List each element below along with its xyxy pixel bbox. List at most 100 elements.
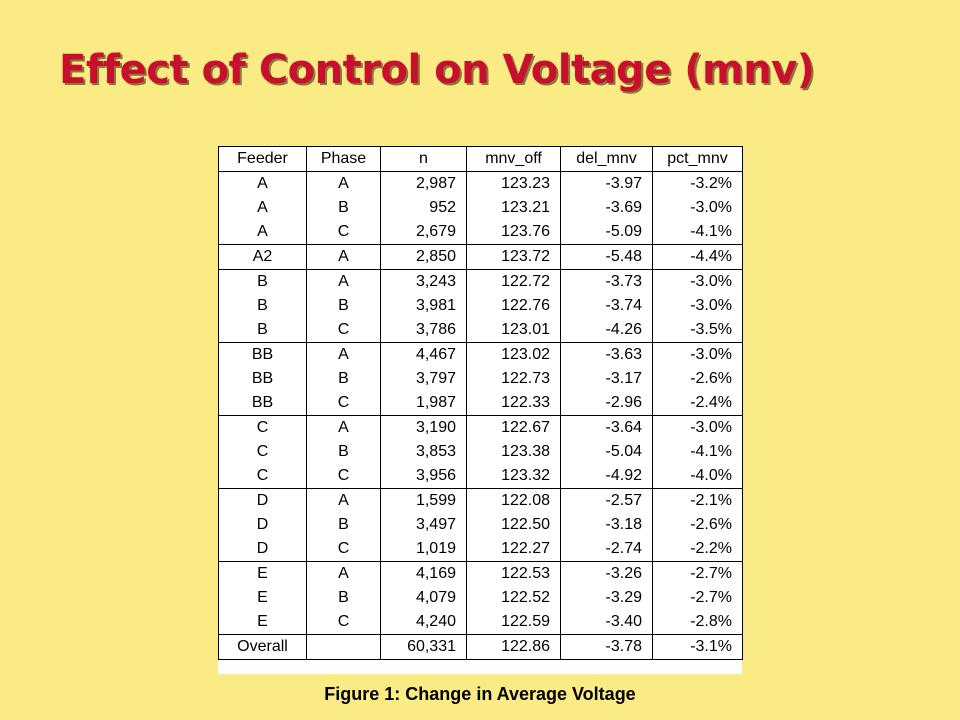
table-row: E C 4,240 122.59 -3.40 -2.8% xyxy=(218,610,743,635)
cell-feeder: D xyxy=(218,513,307,537)
cell-pct-mnv: -3.0% xyxy=(652,294,743,318)
cell-feeder: BB xyxy=(218,342,307,367)
cell-n: 3,243 xyxy=(380,269,467,294)
cell-phase: C xyxy=(306,391,381,416)
cell-phase: A xyxy=(306,488,381,513)
cell-n: 2,679 xyxy=(380,220,467,245)
header-pct-mnv: pct_mnv xyxy=(652,146,743,172)
cell-phase: A xyxy=(306,561,381,586)
cell-del-mnv: -3.78 xyxy=(560,634,653,660)
table-body: A A 2,987 123.23 -3.97 -3.2% A B 952 123.21 -3.69-… xyxy=(218,171,743,660)
cell-feeder: B xyxy=(218,294,307,318)
table-row: C B 3,853 123.38 -5.04 -4.1% xyxy=(218,440,743,464)
cell-pct-mnv: -2.8% xyxy=(652,610,743,635)
cell-mnv-off: 123.23 xyxy=(466,171,561,196)
cell-del-mnv: -5.04 xyxy=(560,440,653,464)
cell-mnv-off: 122.59 xyxy=(466,610,561,635)
cell-pct-mnv: -2.7% xyxy=(652,586,743,610)
cell-feeder: BB xyxy=(218,367,307,391)
cell-phase: C xyxy=(306,610,381,635)
cell-feeder: A xyxy=(218,196,307,220)
cell-mnv-off: 122.86 xyxy=(466,634,561,660)
cell-n: 60,331 xyxy=(380,634,467,660)
cell-mnv-off: 122.76 xyxy=(466,294,561,318)
cell-del-mnv: -2.96 xyxy=(560,391,653,416)
table-row: B A 3,243 122.72 -3.73 -3.0% xyxy=(218,269,743,294)
cell-phase: B xyxy=(306,440,381,464)
cell-phase: A xyxy=(306,171,381,196)
table-row: Overall 60,331 122.86 -3.78 -3.1% xyxy=(218,634,743,660)
cell-pct-mnv: -3.5% xyxy=(652,318,743,343)
cell-n: 3,797 xyxy=(380,367,467,391)
cell-phase: B xyxy=(306,586,381,610)
cell-pct-mnv: -2.7% xyxy=(652,561,743,586)
cell-phase: A xyxy=(306,342,381,367)
cell-n: 3,497 xyxy=(380,513,467,537)
table-row: E A 4,169 122.53 -3.26 -2.7% xyxy=(218,561,743,586)
table-row: A B 952 123.21 -3.69 -3.0% xyxy=(218,196,743,220)
data-table-container: Feeder Phase n mnv_off del_mnv pct_mnv A… xyxy=(218,146,743,674)
cell-feeder: B xyxy=(218,318,307,343)
cell-n: 3,981 xyxy=(380,294,467,318)
table-row: B B 3,981 122.76 -3.74 -3.0% xyxy=(218,294,743,318)
cell-del-mnv: -3.17 xyxy=(560,367,653,391)
table-row: A2 A 2,850 123.72 -5.48 -4.4% xyxy=(218,244,743,270)
cell-mnv-off: 122.27 xyxy=(466,537,561,562)
cell-phase: B xyxy=(306,513,381,537)
cell-mnv-off: 122.50 xyxy=(466,513,561,537)
table-row: BB C 1,987 122.33 -2.96 -2.4% xyxy=(218,391,743,416)
cell-feeder: Overall xyxy=(218,634,307,660)
cell-n: 2,850 xyxy=(380,244,467,270)
header-mnv-off: mnv_off xyxy=(466,146,561,172)
cell-mnv-off: 122.53 xyxy=(466,561,561,586)
table-row: A A 2,987 123.23 -3.97 -3.2% xyxy=(218,171,743,196)
cell-phase: C xyxy=(306,464,381,489)
table-header-row: Feeder Phase n mnv_off del_mnv pct_mnv xyxy=(218,146,743,172)
cell-del-mnv: -3.29 xyxy=(560,586,653,610)
cell-mnv-off: 123.32 xyxy=(466,464,561,489)
cell-n: 4,467 xyxy=(380,342,467,367)
table-row: C A 3,190 122.67 -3.64 -3.0% xyxy=(218,415,743,440)
cell-pct-mnv: -2.4% xyxy=(652,391,743,416)
cell-phase: B xyxy=(306,294,381,318)
header-del-mnv: del_mnv xyxy=(560,146,653,172)
cell-mnv-off: 123.02 xyxy=(466,342,561,367)
cell-n: 3,786 xyxy=(380,318,467,343)
cell-mnv-off: 122.08 xyxy=(466,488,561,513)
cell-phase: A xyxy=(306,415,381,440)
cell-feeder: E xyxy=(218,610,307,635)
cell-pct-mnv: -3.0% xyxy=(652,269,743,294)
cell-del-mnv: -5.09 xyxy=(560,220,653,245)
cell-mnv-off: 122.52 xyxy=(466,586,561,610)
header-feeder: Feeder xyxy=(218,146,307,172)
voltage-table: Feeder Phase n mnv_off del_mnv pct_mnv A… xyxy=(218,146,743,660)
cell-mnv-off: 122.72 xyxy=(466,269,561,294)
cell-n: 1,987 xyxy=(380,391,467,416)
cell-n: 1,599 xyxy=(380,488,467,513)
cell-pct-mnv: -3.0% xyxy=(652,415,743,440)
cell-feeder: C xyxy=(218,440,307,464)
cell-del-mnv: -5.48 xyxy=(560,244,653,270)
cell-phase: B xyxy=(306,196,381,220)
cell-del-mnv: -2.57 xyxy=(560,488,653,513)
table-row: BB A 4,467 123.02 -3.63 -3.0% xyxy=(218,342,743,367)
cell-del-mnv: -3.64 xyxy=(560,415,653,440)
cell-feeder: A xyxy=(218,220,307,245)
cell-pct-mnv: -3.0% xyxy=(652,196,743,220)
cell-pct-mnv: -2.6% xyxy=(652,367,743,391)
cell-feeder: D xyxy=(218,488,307,513)
cell-mnv-off: 123.01 xyxy=(466,318,561,343)
cell-n: 3,853 xyxy=(380,440,467,464)
cell-feeder: E xyxy=(218,561,307,586)
cell-pct-mnv: -2.6% xyxy=(652,513,743,537)
cell-feeder: C xyxy=(218,415,307,440)
table-row: BB B 3,797 122.73 -3.17 -2.6% xyxy=(218,367,743,391)
cell-feeder: E xyxy=(218,586,307,610)
cell-feeder: C xyxy=(218,464,307,489)
cell-del-mnv: -3.73 xyxy=(560,269,653,294)
table-row: D B 3,497 122.50 -3.18 -2.6% xyxy=(218,513,743,537)
cell-del-mnv: -3.18 xyxy=(560,513,653,537)
table-row: A C 2,679 123.76 -5.09 -4.1% xyxy=(218,220,743,245)
cell-pct-mnv: -2.1% xyxy=(652,488,743,513)
cell-del-mnv: -4.92 xyxy=(560,464,653,489)
